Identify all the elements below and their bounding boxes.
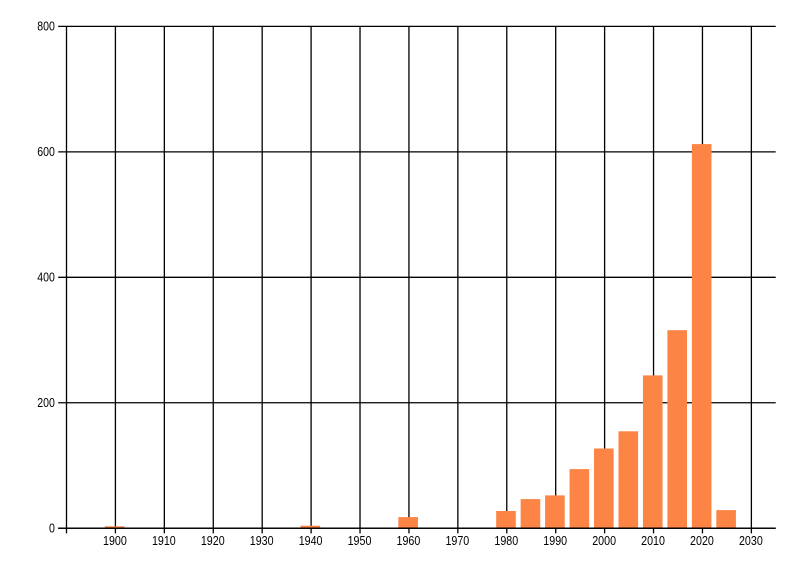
svg-text:200: 200 bbox=[37, 395, 55, 410]
svg-text:0: 0 bbox=[49, 521, 55, 536]
svg-text:1910: 1910 bbox=[152, 533, 176, 548]
svg-text:400: 400 bbox=[37, 270, 55, 285]
svg-text:1900: 1900 bbox=[103, 533, 127, 548]
svg-text:1950: 1950 bbox=[348, 533, 372, 548]
svg-text:1970: 1970 bbox=[445, 533, 469, 548]
svg-text:2010: 2010 bbox=[641, 533, 665, 548]
svg-text:2030: 2030 bbox=[739, 533, 763, 548]
svg-text:2000: 2000 bbox=[592, 533, 616, 548]
svg-text:600: 600 bbox=[37, 144, 55, 159]
svg-text:2020: 2020 bbox=[690, 533, 714, 548]
svg-text:1940: 1940 bbox=[299, 533, 323, 548]
svg-text:1930: 1930 bbox=[250, 533, 274, 548]
svg-text:1960: 1960 bbox=[397, 533, 421, 548]
svg-text:1990: 1990 bbox=[543, 533, 567, 548]
svg-text:800: 800 bbox=[37, 19, 55, 34]
svg-text:1980: 1980 bbox=[494, 533, 518, 548]
svg-text:1920: 1920 bbox=[201, 533, 225, 548]
